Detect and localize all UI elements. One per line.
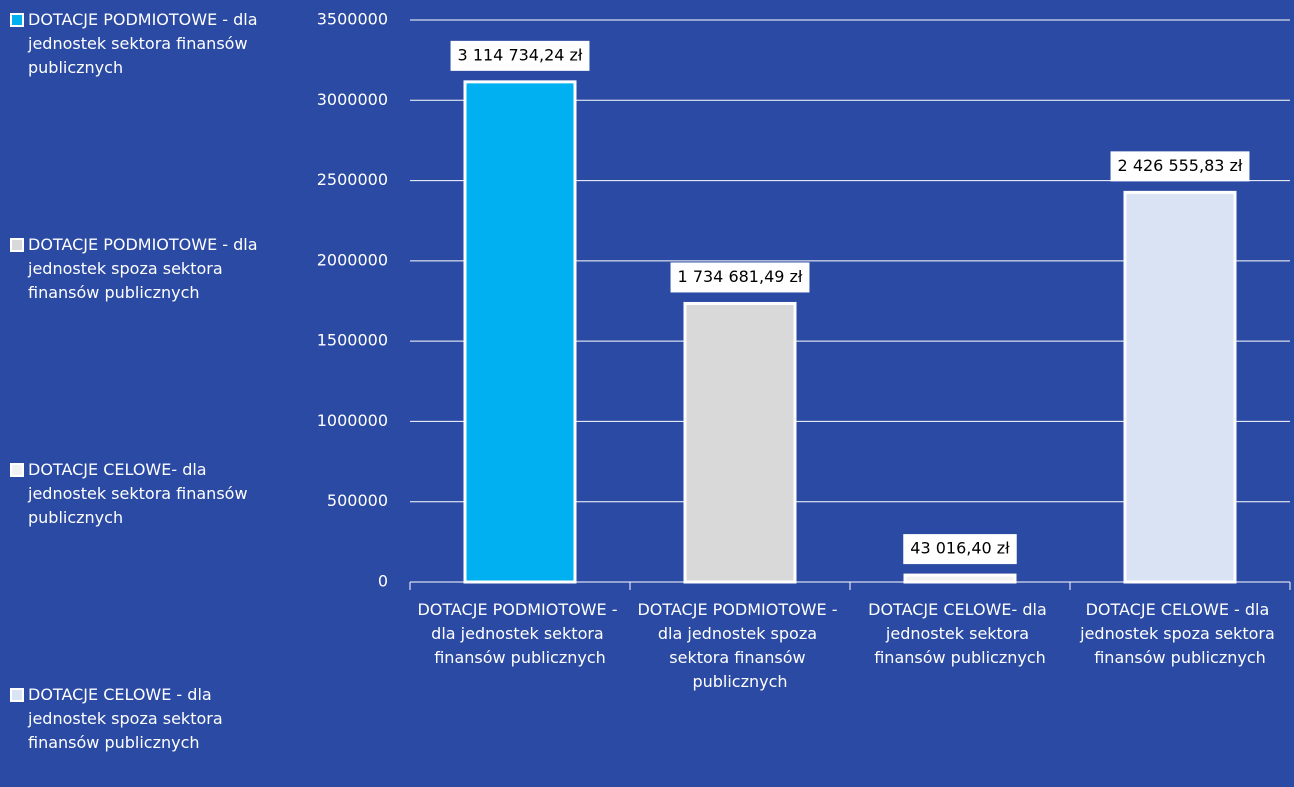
value-label-box [450,40,590,71]
bar [903,573,1017,584]
value-label-group: 3 114 734,24 zł [450,40,590,71]
x-tick-label: DOTACJE CELOWE- dla jednostek sektora fi… [868,600,1052,667]
value-label-group: 2 426 555,83 zł [1110,151,1250,182]
legend-label: DOTACJE CELOWE - dla jednostek spoza sek… [27,685,228,752]
y-tick-label: 500000 [327,491,388,510]
x-tick-label: DOTACJE PODMIOTOWE - dla jednostek sekto… [417,600,622,667]
y-tick-label: 2500000 [317,170,388,189]
value-label-box [1110,151,1250,182]
legend-swatch [10,463,24,477]
x-tick-label: DOTACJE PODMIOTOWE - dla jednostek spoza… [637,600,842,691]
y-tick-label: 1500000 [317,331,388,350]
y-tick-label: 3000000 [317,90,388,109]
legend-label: DOTACJE CELOWE- dla jednostek sektora fi… [27,460,253,527]
legend-label: DOTACJE PODMIOTOWE - dla jednostek sekto… [27,10,263,77]
value-label: 3 114 734,24 zł [458,45,583,64]
legend-swatch [10,238,24,252]
y-tick-label: 0 [378,572,388,591]
legend-label: DOTACJE PODMIOTOWE - dla jednostek spoza… [27,235,263,302]
value-label: 2 426 555,83 zł [1118,156,1243,175]
value-label-group: 1 734 681,49 zł [670,262,810,293]
value-label: 43 016,40 zł [910,539,1010,558]
bar [1123,190,1237,584]
legend-swatch [10,688,24,702]
value-label-box [903,534,1017,565]
value-label-box [670,262,810,293]
bar [463,80,577,584]
bar [683,301,797,584]
value-label: 1 734 681,49 zł [678,267,803,286]
x-tick-label: DOTACJE CELOWE - dla jednostek spoza sek… [1079,600,1280,667]
legend-swatch [10,13,24,27]
y-tick-label: 2000000 [317,250,388,269]
y-tick-label: 1000000 [317,411,388,430]
y-tick-label: 3500000 [317,10,388,29]
value-label-group: 43 016,40 zł [903,534,1017,565]
